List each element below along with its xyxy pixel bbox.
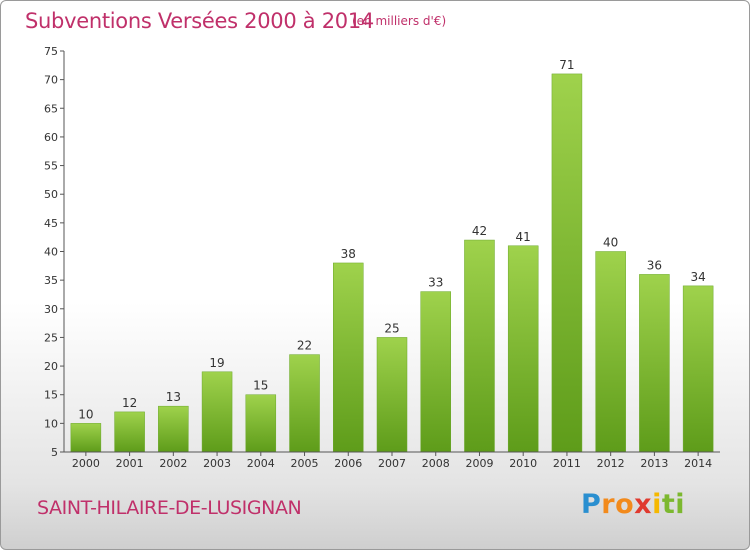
- y-tick-label: 40: [44, 246, 58, 259]
- bar: [682, 285, 714, 453]
- y-tick-label: 20: [44, 360, 58, 373]
- bar-value-label: 12: [122, 396, 137, 410]
- bar: [70, 423, 102, 453]
- y-tick-label: 55: [44, 160, 58, 173]
- x-tick-label: 2014: [684, 457, 712, 470]
- bar-value-label: 38: [341, 247, 356, 261]
- y-tick-label: 65: [44, 102, 58, 115]
- commune-name: SAINT-HILAIRE-DE-LUSIGNAN: [37, 497, 302, 519]
- y-tick-label: 60: [44, 131, 58, 144]
- y-axis: 5 10 15 20 25 30 35 40 45 50 55 60 65 70 75: [44, 45, 65, 459]
- bar-value-label: 40: [603, 236, 618, 250]
- x-tick-label: 2013: [640, 457, 668, 470]
- bar: [201, 371, 233, 453]
- y-tick-label: 35: [44, 274, 58, 287]
- bar-value-label: 22: [297, 339, 312, 353]
- y-tick-label: 5: [51, 446, 58, 459]
- bar: [333, 262, 364, 453]
- y-tick-label: 10: [44, 417, 58, 430]
- x-tick-label: 2004: [247, 457, 275, 470]
- chart-subtitle: (en milliers d'€): [352, 14, 447, 28]
- bar: [114, 411, 145, 453]
- x-tick-label: 2008: [422, 457, 450, 470]
- x-tick-label: 2006: [334, 457, 362, 470]
- y-tick-label: 25: [44, 331, 58, 344]
- x-tick-label: 2005: [291, 457, 319, 470]
- bar: [158, 405, 189, 453]
- bar-value-label: 42: [472, 224, 487, 238]
- x-tick-label: 2007: [378, 457, 406, 470]
- x-tick-label: 2010: [509, 457, 537, 470]
- y-tick-label: 75: [44, 45, 58, 58]
- bar-value-label: 33: [428, 276, 443, 290]
- x-tick-label: 2011: [553, 457, 581, 470]
- y-tick-label: 45: [44, 217, 58, 230]
- bar: [289, 354, 320, 453]
- logo-part: ro: [601, 489, 635, 520]
- x-tick-label: 2001: [116, 457, 144, 470]
- bar-value-label: 71: [559, 58, 574, 72]
- y-tick-label: 15: [44, 389, 58, 402]
- logo-part: P: [581, 489, 602, 520]
- x-tick-label: 2003: [203, 457, 231, 470]
- bar: [507, 245, 539, 453]
- bar-value-label: 10: [78, 407, 93, 421]
- logo-part: x: [634, 489, 653, 520]
- bar: [639, 274, 670, 453]
- bar-value-label: 13: [166, 390, 181, 404]
- logo-part: ti: [661, 489, 686, 520]
- bar: [551, 73, 583, 453]
- chart-title: Subventions Versées 2000 à 2014: [25, 9, 374, 33]
- bar: [464, 239, 495, 453]
- x-tick-label: 2012: [597, 457, 625, 470]
- x-tick-label: 2009: [465, 457, 493, 470]
- bar-value-label: 34: [690, 270, 705, 284]
- y-tick-label: 70: [44, 74, 58, 87]
- bar-value-label: 36: [647, 258, 662, 272]
- bar: [420, 291, 451, 453]
- bars: 10 12 13 19 15 22 38 25 33 42 41 71 40 36 34: [70, 58, 714, 453]
- y-tick-label: 30: [44, 303, 58, 316]
- bar: [595, 251, 626, 453]
- proxiti-logo: Proxiti: [581, 489, 685, 520]
- x-tick-label: 2000: [72, 457, 100, 470]
- bar-value-label: 41: [516, 230, 531, 244]
- bar-value-label: 19: [209, 356, 224, 370]
- x-axis: 2000 2001 2002 2003 2004 2005 2006 2007 2008 2009…: [64, 451, 720, 470]
- logo-part: i: [652, 489, 662, 520]
- bar-value-label: 15: [253, 379, 268, 393]
- bar: [376, 337, 408, 453]
- bar-value-label: 25: [384, 321, 399, 335]
- bar: [245, 394, 277, 453]
- x-tick-label: 2002: [159, 457, 187, 470]
- y-tick-label: 50: [44, 188, 58, 201]
